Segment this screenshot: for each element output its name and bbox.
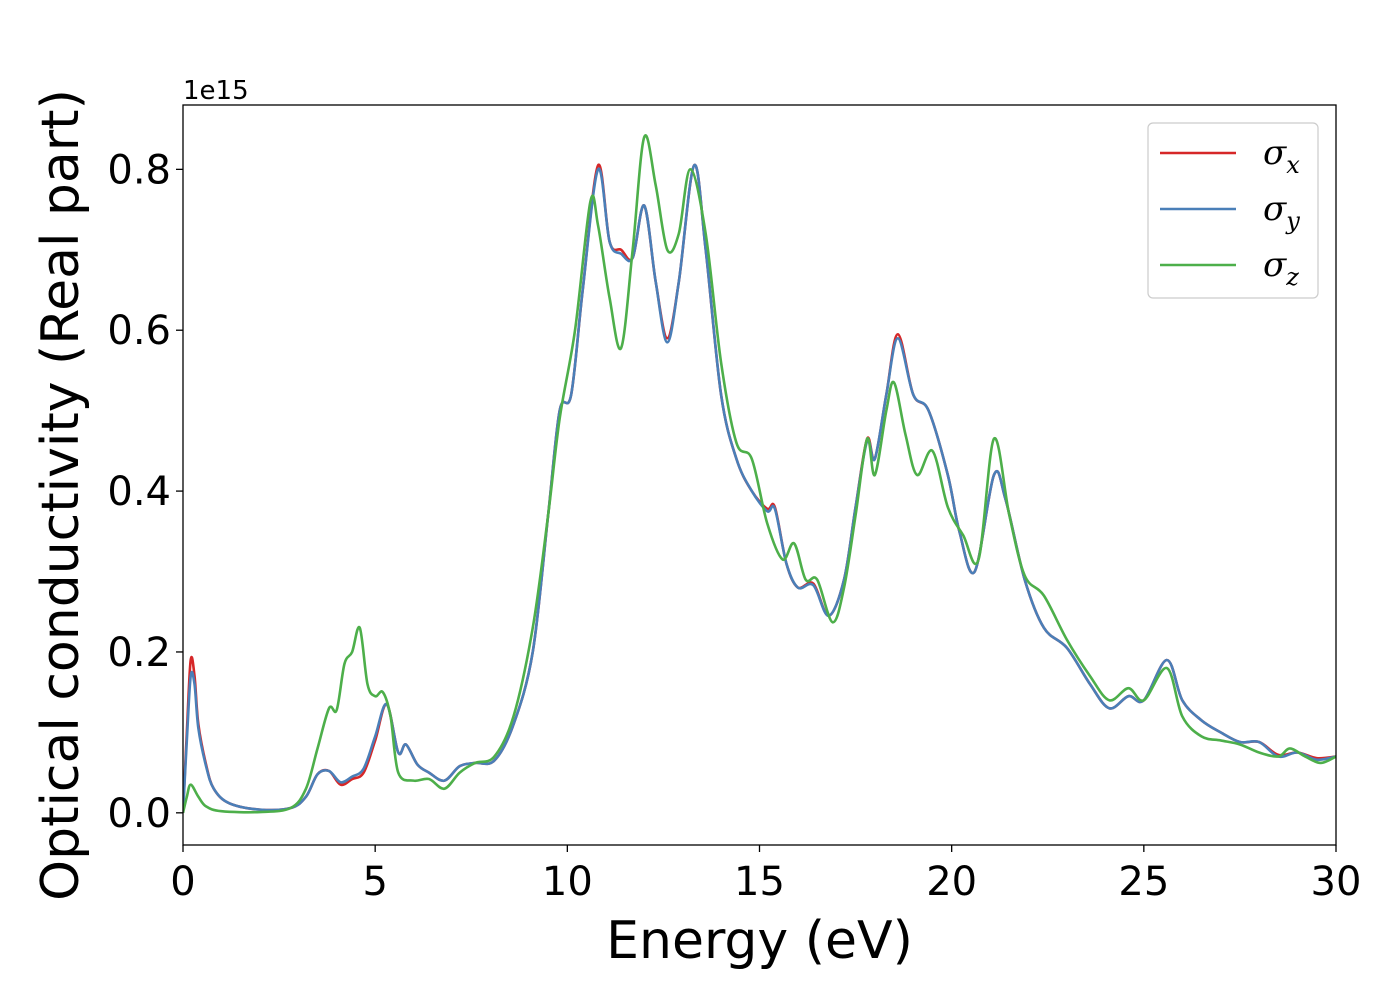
y-axis-ticks: 0.0 0.2 0.4 0.6 0.8 bbox=[107, 147, 183, 837]
legend-box bbox=[1147, 122, 1319, 299]
y-tick-label: 0.2 bbox=[107, 630, 171, 676]
y-tick-label: 0.0 bbox=[107, 791, 171, 837]
y-axis-label: Optical conductivity (Real part) bbox=[31, 89, 91, 901]
legend-label-x: σx bbox=[1263, 133, 1300, 179]
legend-label-y: σy bbox=[1263, 189, 1300, 235]
y-tick-label: 0.8 bbox=[107, 147, 171, 193]
x-tick-label: 15 bbox=[734, 859, 785, 905]
legend-label-z: σz bbox=[1263, 245, 1299, 291]
x-tick-label: 0 bbox=[170, 859, 195, 905]
series-line-z bbox=[183, 134, 1336, 814]
x-tick-label: 20 bbox=[926, 859, 977, 905]
x-axis-ticks: 0 5 10 15 20 25 30 bbox=[170, 845, 1361, 905]
x-tick-label: 30 bbox=[1311, 859, 1362, 905]
y-tick-label: 0.4 bbox=[107, 469, 171, 515]
series-layer bbox=[183, 134, 1336, 814]
x-tick-label: 25 bbox=[1118, 859, 1169, 905]
y-tick-label: 0.6 bbox=[107, 308, 171, 354]
x-axis-label: Energy (eV) bbox=[606, 911, 913, 971]
legend: σx σy σz bbox=[1147, 122, 1319, 299]
x-tick-label: 5 bbox=[362, 859, 387, 905]
x-tick-label: 10 bbox=[542, 859, 593, 905]
series-line-y bbox=[183, 164, 1336, 813]
y-axis-offset-label: 1e15 bbox=[183, 76, 249, 106]
